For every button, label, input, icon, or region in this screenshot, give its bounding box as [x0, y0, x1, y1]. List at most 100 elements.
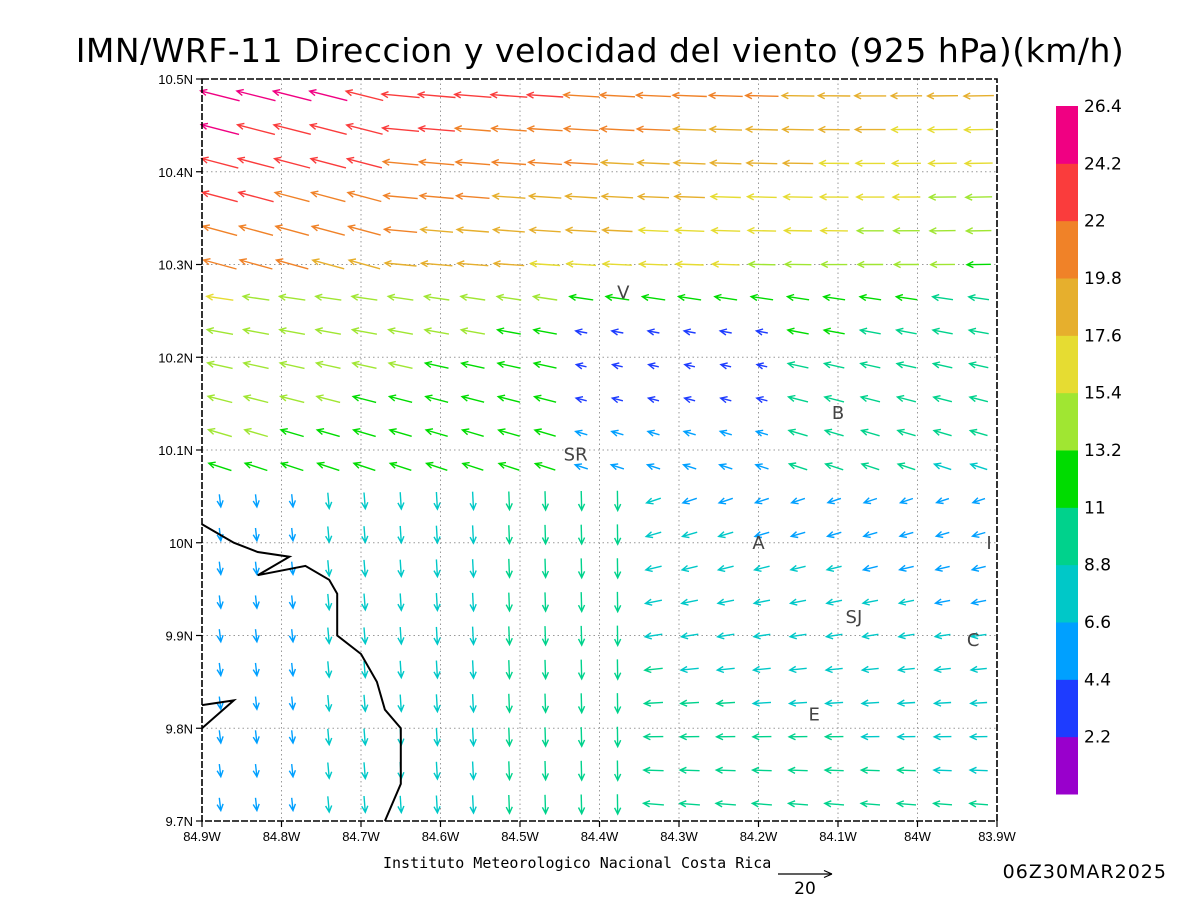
wind-arrow: [315, 394, 341, 404]
wind-arrow: [896, 699, 916, 707]
wind-arrow: [460, 394, 485, 403]
wind-arrow: [460, 428, 484, 437]
wind-arrow: [895, 766, 916, 775]
wind-arrow: [383, 259, 417, 268]
wind-arrow: [897, 632, 915, 640]
wind-arrow: [964, 227, 992, 235]
wind-arrow: [819, 260, 848, 269]
wind-arrow: [382, 226, 418, 234]
wind-arrow: [750, 800, 772, 808]
wind-arrow: [527, 192, 562, 201]
wind-arrow: [532, 394, 557, 403]
wind-arrow: [969, 699, 988, 707]
wind-arrow: [968, 733, 988, 741]
wind-arrow: [928, 227, 956, 235]
wind-arrow: [347, 258, 381, 270]
wind-arrow: [970, 564, 986, 572]
wind-arrow: [601, 260, 632, 268]
wind-arrow: [678, 766, 700, 774]
x-tick-label: 84.5W: [501, 829, 539, 844]
wind-arrow: [505, 592, 513, 613]
wind-arrow: [967, 327, 989, 335]
wind-arrow: [708, 159, 742, 167]
wind-arrow: [206, 394, 233, 404]
wind-arrow: [279, 461, 304, 472]
wind-arrow: [785, 293, 810, 302]
wind-arrow: [397, 660, 405, 680]
wind-arrow: [786, 394, 809, 403]
wind-arrow: [505, 693, 513, 714]
colorbar-label: 26.4: [1084, 97, 1122, 117]
wind-arrow: [610, 328, 624, 336]
wind-arrow: [755, 396, 768, 404]
wind-arrow: [679, 699, 700, 707]
wind-arrow: [968, 361, 989, 369]
wind-arrow: [562, 91, 600, 99]
wind-arrow: [717, 531, 734, 539]
wind-arrow: [496, 394, 521, 403]
wind-arrow: [577, 659, 586, 681]
wind-arrow: [351, 360, 377, 369]
wind-arrow: [645, 463, 661, 471]
wind-arrow: [314, 293, 342, 301]
colorbar-swatch: [1056, 392, 1078, 451]
wind-arrow: [823, 800, 845, 808]
wind-arrow: [964, 193, 993, 201]
wind-arrow: [640, 293, 666, 302]
wind-arrow: [860, 699, 880, 707]
wind-arrow: [643, 632, 663, 640]
wind-arrow: [271, 89, 312, 102]
wind-arrow: [469, 592, 477, 613]
wind-arrow: [346, 190, 382, 203]
place-label: B: [832, 403, 844, 424]
wind-arrow: [708, 125, 743, 133]
wind-arrow: [859, 428, 880, 437]
wind-arrow: [935, 497, 950, 505]
wind-arrow: [859, 766, 880, 775]
wind-arrow: [505, 660, 513, 681]
wind-arrow: [397, 627, 405, 646]
colorbar-label: 15.4: [1084, 384, 1122, 404]
wind-arrow: [419, 260, 453, 268]
wind-arrow: [644, 564, 662, 573]
wind-arrow: [749, 293, 774, 302]
wind-arrow: [380, 124, 420, 133]
wind-arrow: [380, 91, 420, 99]
wind-arrow: [671, 125, 707, 133]
wind-arrow: [671, 91, 707, 100]
y-tick-label: 10.5N: [158, 72, 193, 87]
wind-arrow: [243, 427, 268, 438]
wind-arrow: [745, 159, 778, 167]
wind-arrow: [505, 491, 513, 512]
wind-arrow: [861, 598, 879, 606]
wind-arrow: [344, 89, 384, 102]
wind-arrow: [469, 525, 477, 545]
wind-arrow: [599, 125, 635, 133]
wind-arrow: [613, 591, 622, 614]
wind-arrow: [895, 800, 917, 808]
wind-arrow: [288, 764, 297, 779]
wind-arrow: [816, 92, 851, 100]
wind-arrow: [505, 727, 513, 748]
wind-arrow: [397, 593, 405, 612]
wind-arrow: [613, 625, 622, 648]
wind-arrow: [933, 598, 951, 606]
wind-arrow: [324, 560, 333, 578]
place-label: E: [808, 704, 819, 725]
wind-arrow: [423, 327, 450, 335]
wind-arrow: [858, 327, 881, 335]
wind-arrow: [604, 293, 630, 302]
wind-arrow: [278, 327, 306, 335]
colorbar-swatch: [1056, 335, 1078, 394]
wind-arrow: [433, 660, 441, 680]
wind-arrow: [641, 800, 664, 808]
wind-arrow: [751, 699, 772, 707]
wind-arrow: [754, 328, 768, 336]
wind-arrow: [714, 766, 736, 774]
wind-arrow: [324, 593, 333, 612]
wind-arrow: [824, 665, 843, 674]
wind-arrow: [898, 564, 914, 572]
colorbar-swatch: [1056, 163, 1078, 222]
wind-arrow: [505, 794, 513, 815]
wind-arrow: [274, 224, 310, 236]
